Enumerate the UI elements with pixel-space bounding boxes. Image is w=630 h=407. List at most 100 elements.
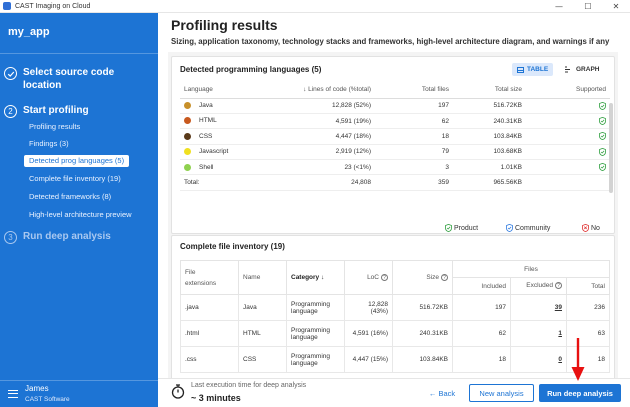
sidebar-item-architecture-preview[interactable]: High-level architecture preview xyxy=(29,210,132,219)
files-included: 62 xyxy=(452,320,511,347)
language-files: 62 xyxy=(375,113,453,130)
language-loc: 4,447 (18%) xyxy=(258,128,375,145)
file-category-line1: Programming xyxy=(291,300,331,308)
close-button[interactable]: ✕ xyxy=(612,2,620,11)
col-excluded[interactable]: Excluded? xyxy=(510,277,567,295)
run-deep-analysis-button[interactable]: Run deep analysis xyxy=(539,384,621,402)
card-scrollbar[interactable] xyxy=(609,103,613,193)
sidebar-item-file-inventory[interactable]: Complete file inventory (19) xyxy=(29,174,121,183)
col-size-label: Size xyxy=(426,274,439,282)
file-category-line2: language xyxy=(291,333,318,341)
legend-no: No xyxy=(582,224,600,232)
language-files: 79 xyxy=(375,144,453,161)
language-size: 103.68KB xyxy=(453,144,526,161)
files-excluded[interactable]: 1 xyxy=(510,320,567,347)
file-loc-line2: (43%) xyxy=(370,307,388,315)
files-excluded-link[interactable]: 0 xyxy=(558,356,562,363)
sidebar-item-detected-languages[interactable]: Detected prog languages (5) xyxy=(24,155,130,167)
step-start-profiling[interactable]: Start profiling xyxy=(23,105,89,116)
file-inventory-row[interactable]: .java Java Programming language 12,828 (43%) 5… xyxy=(180,294,610,321)
sidebar-divider xyxy=(0,53,158,54)
col-total-files[interactable]: Total files xyxy=(375,82,453,99)
back-button[interactable]: ← Back xyxy=(422,384,462,402)
col-lines-of-code[interactable]: ↓ Lines of code (%total) xyxy=(258,82,375,99)
col-supported[interactable]: Supported xyxy=(526,82,610,99)
col-size[interactable]: Size? xyxy=(392,260,453,295)
language-name-cell: Javascript xyxy=(180,144,258,161)
col-file-extensions-line2: extensions xyxy=(185,279,217,287)
language-row[interactable]: Javascript 2,919 (12%) 79 103.68KB xyxy=(180,144,610,161)
col-language[interactable]: Language xyxy=(180,82,258,99)
language-files: 197 xyxy=(375,98,453,114)
file-inventory-row[interactable]: .css CSS Programming language 4,447 (15%) 103… xyxy=(180,346,610,373)
file-extension: .css xyxy=(180,346,239,373)
page-title: Profiling results xyxy=(171,17,278,33)
col-category[interactable]: Category ↓ xyxy=(286,260,345,295)
file-inventory-row[interactable]: .html HTML Programming language 4,591 (16%) 2… xyxy=(180,320,610,347)
file-inventory-title: Complete file inventory (19) xyxy=(180,242,285,251)
shield-check-icon xyxy=(599,163,606,172)
step-select-source-line1: Select source code xyxy=(23,67,115,78)
view-graph-toggle[interactable]: GRAPH xyxy=(560,63,604,76)
sidebar-item-detected-frameworks[interactable]: Detected frameworks (8) xyxy=(29,192,112,201)
results-scroll-area[interactable]: Detected programming languages (5) TABLE… xyxy=(168,52,618,378)
language-row[interactable]: Shell 23 (<1%) 3 1.01KB xyxy=(180,159,610,176)
col-total[interactable]: Total xyxy=(566,277,610,295)
language-supported xyxy=(526,113,610,130)
language-row[interactable]: Java 12,828 (52%) 197 516.72KB xyxy=(180,98,610,114)
hamburger-menu-icon[interactable] xyxy=(8,390,18,398)
sidebar-item-profiling-results[interactable]: Profiling results xyxy=(29,122,81,131)
language-supported xyxy=(526,128,610,145)
file-category-line2: language xyxy=(291,359,318,367)
files-excluded-link[interactable]: 39 xyxy=(554,304,562,311)
execution-time-label: Last execution time for deep analysis xyxy=(191,382,307,389)
file-type-name: HTML xyxy=(238,320,287,347)
languages-table: Language ↓ Lines of code (%total) Total … xyxy=(180,82,610,191)
files-included: 18 xyxy=(452,346,511,373)
help-icon[interactable]: ? xyxy=(555,282,562,290)
files-excluded[interactable]: 39 xyxy=(510,294,567,321)
language-row[interactable]: HTML 4,591 (19%) 62 240.31KB xyxy=(180,113,610,130)
col-lines-of-code-label: Lines of code (%total) xyxy=(308,86,371,94)
table-icon xyxy=(517,66,524,73)
legend-community-label: Community xyxy=(515,224,551,232)
language-supported xyxy=(526,98,610,114)
col-file-extensions[interactable]: File extensions xyxy=(180,260,239,295)
step-run-deep-analysis[interactable]: Run deep analysis xyxy=(23,231,111,242)
view-graph-label: GRAPH xyxy=(576,66,600,73)
file-size: 103.84KB xyxy=(392,346,453,373)
col-total-size[interactable]: Total size xyxy=(453,82,526,99)
sidebar-item-findings[interactable]: Findings (3) xyxy=(29,139,69,148)
total-loc: 24,808 xyxy=(258,174,375,191)
file-category: Programming language xyxy=(286,320,345,347)
help-icon[interactable]: ? xyxy=(381,273,388,281)
file-size: 516.72KB xyxy=(392,294,453,321)
minimize-button[interactable]: — xyxy=(555,2,563,11)
execution-time-value: ~ 3 minutes xyxy=(191,393,241,403)
col-included[interactable]: Included xyxy=(452,277,511,295)
step-select-source[interactable]: Select source code location xyxy=(23,66,114,92)
language-color-dot xyxy=(184,102,191,110)
language-size: 240.31KB xyxy=(453,113,526,130)
language-loc: 12,828 (52%) xyxy=(258,98,375,114)
app-logo-icon xyxy=(3,2,11,10)
files-excluded-link[interactable]: 1 xyxy=(558,330,562,337)
col-loc[interactable]: LoC? xyxy=(344,260,393,295)
view-table-toggle[interactable]: TABLE xyxy=(512,63,554,76)
page-subtitle: Sizing, application taxonomy, technology… xyxy=(171,37,610,46)
files-included: 197 xyxy=(452,294,511,321)
col-name[interactable]: Name xyxy=(238,260,287,295)
arrow-left-icon: ← xyxy=(428,388,439,398)
maximize-button[interactable]: ☐ xyxy=(584,2,592,11)
file-inventory-table: File extensions Name Category ↓ LoC? Siz… xyxy=(180,260,610,373)
files-total: 236 xyxy=(566,294,610,321)
shield-check-community-icon xyxy=(506,224,513,232)
language-loc: 23 (<1%) xyxy=(258,159,375,176)
file-loc-line1: 4,591 (16%) xyxy=(352,330,388,337)
help-icon[interactable]: ? xyxy=(441,273,448,281)
new-analysis-button[interactable]: New analysis xyxy=(469,384,534,402)
language-row[interactable]: CSS 4,447 (18%) 18 103.84KB xyxy=(180,128,610,145)
files-excluded[interactable]: 0 xyxy=(510,346,567,373)
file-size: 240.31KB xyxy=(392,320,453,347)
app-name[interactable]: my_app xyxy=(8,26,50,38)
